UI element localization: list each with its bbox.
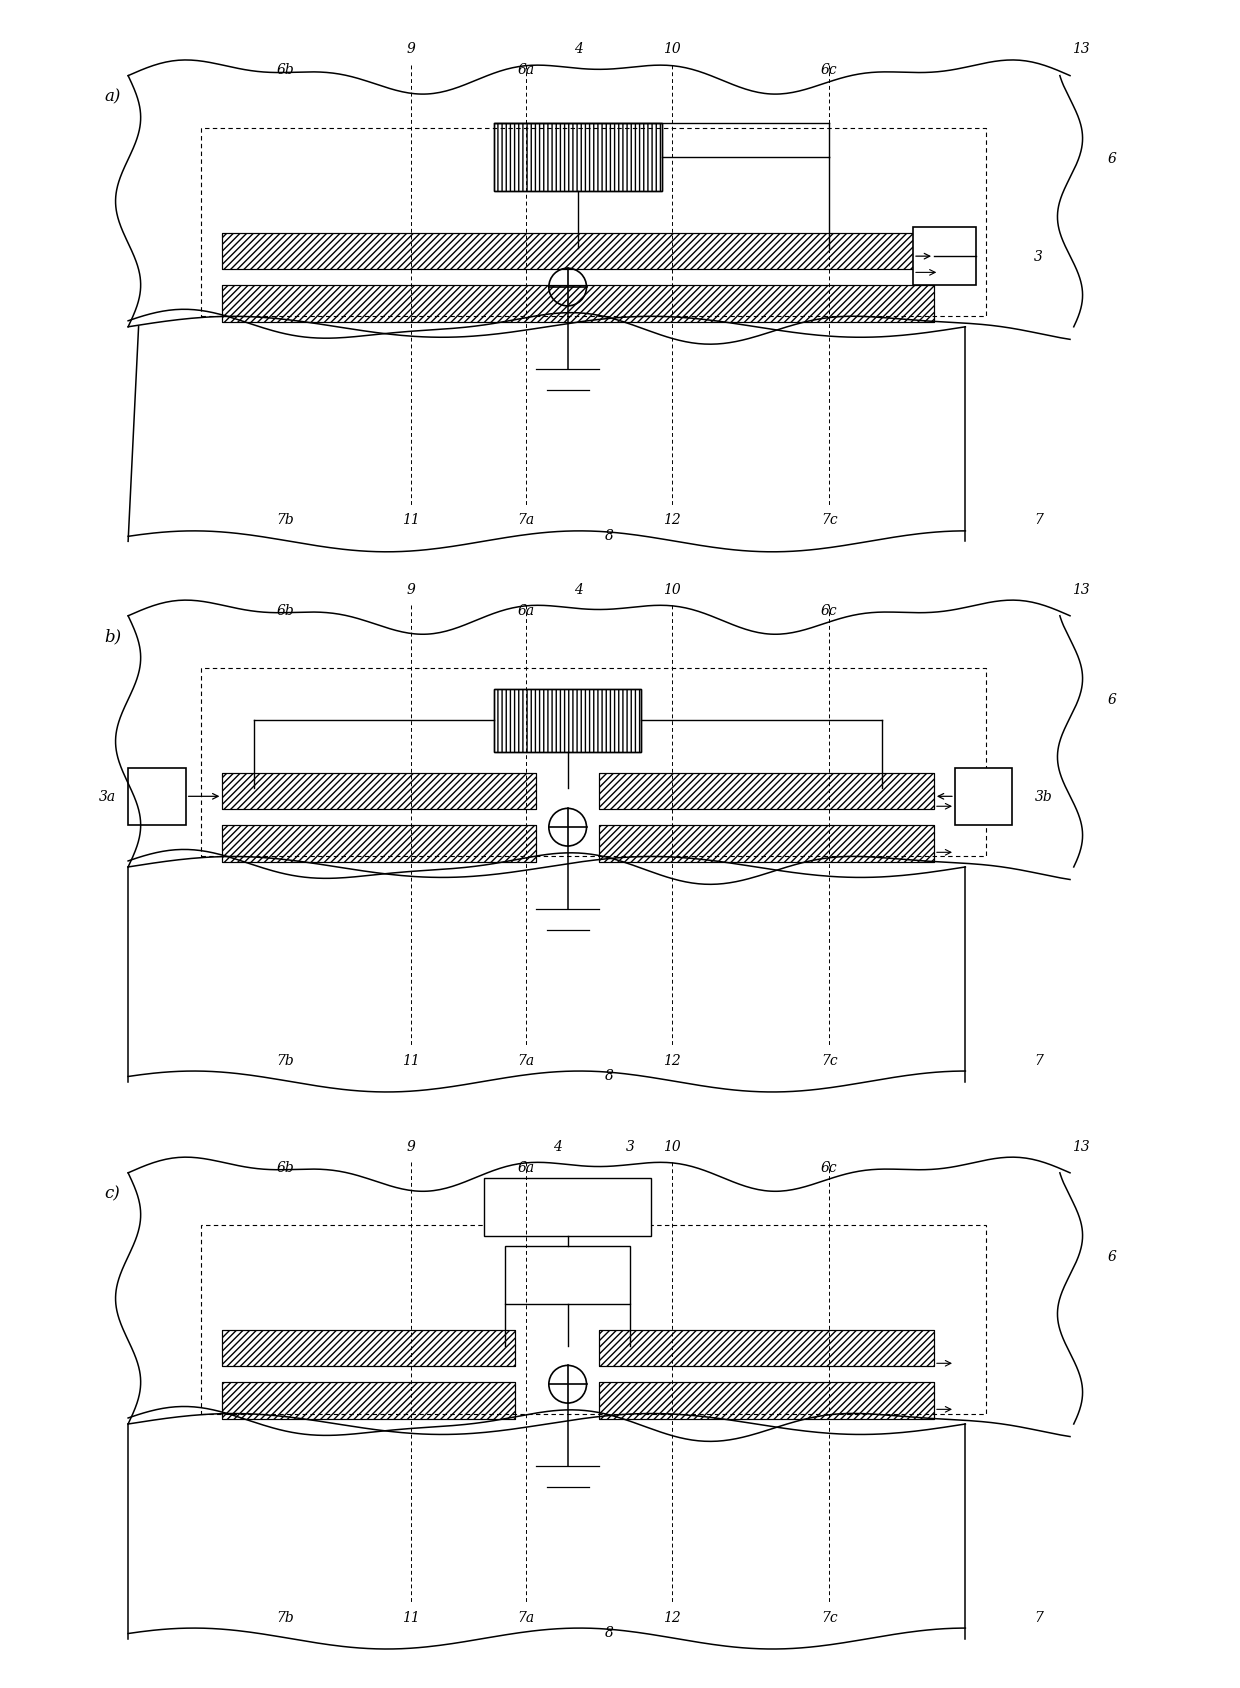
Bar [222, 1382, 516, 1418]
Bar [599, 1382, 934, 1418]
Text: 9: 9 [407, 1139, 415, 1153]
Text: 8: 8 [605, 528, 614, 544]
Text: 10: 10 [663, 582, 681, 596]
Text: c): c) [104, 1185, 120, 1202]
Text: 9: 9 [407, 582, 415, 596]
Text: 13: 13 [1071, 42, 1090, 56]
Text: 6c: 6c [821, 604, 838, 618]
Text: 6b: 6b [277, 1161, 294, 1175]
Text: 7b: 7b [277, 1610, 294, 1624]
Bar [599, 1330, 934, 1367]
Text: 7c: 7c [821, 1610, 838, 1624]
Text: 6: 6 [1107, 152, 1116, 167]
Text: 6c: 6c [821, 1161, 838, 1175]
Bar [505, 1246, 630, 1303]
Text: 13: 13 [1071, 1139, 1090, 1153]
Text: 12: 12 [663, 1610, 681, 1624]
Text: 4: 4 [574, 582, 583, 596]
Text: 11: 11 [402, 1610, 419, 1624]
Text: 8: 8 [605, 1626, 614, 1641]
Text: 6b: 6b [277, 64, 294, 78]
Text: 6c: 6c [821, 64, 838, 78]
Text: 6b: 6b [277, 604, 294, 618]
Bar [599, 773, 934, 809]
Text: 7b: 7b [277, 513, 294, 527]
Text: a): a) [104, 88, 120, 105]
Bar [222, 285, 934, 321]
Bar [495, 123, 662, 191]
Bar [495, 123, 662, 191]
Text: 6a: 6a [517, 64, 534, 78]
Text: 13: 13 [1071, 582, 1090, 596]
Text: 4: 4 [553, 1139, 562, 1153]
Bar [955, 768, 1013, 825]
Text: 3: 3 [1034, 250, 1043, 263]
Text: 11: 11 [402, 513, 419, 527]
Bar [599, 1330, 934, 1367]
Bar [222, 1330, 516, 1367]
Bar [222, 285, 934, 321]
Text: 7: 7 [1034, 1610, 1043, 1624]
Bar [599, 825, 934, 861]
Text: 7: 7 [1034, 513, 1043, 527]
Text: 6: 6 [1107, 692, 1116, 707]
Text: 3a: 3a [99, 790, 115, 803]
Bar [201, 1225, 986, 1413]
Bar [599, 1382, 934, 1418]
Text: 7c: 7c [821, 1053, 838, 1067]
Text: 6: 6 [1107, 1249, 1116, 1264]
Text: 9: 9 [407, 42, 415, 56]
Text: 6a: 6a [517, 1161, 534, 1175]
Text: 7a: 7a [517, 1053, 534, 1067]
Bar [599, 773, 934, 809]
Bar [222, 825, 536, 861]
Bar [495, 689, 641, 751]
Text: 12: 12 [663, 513, 681, 527]
Bar [222, 1382, 516, 1418]
Text: 11: 11 [402, 1053, 419, 1067]
Bar [222, 825, 536, 861]
Text: 10: 10 [663, 42, 681, 56]
Text: 7b: 7b [277, 1053, 294, 1067]
Bar [495, 689, 641, 751]
Text: 8: 8 [605, 1069, 614, 1084]
Bar [222, 773, 536, 809]
Text: 7a: 7a [517, 1610, 534, 1624]
Bar [222, 773, 536, 809]
Text: 7: 7 [1034, 1053, 1043, 1067]
Text: 10: 10 [663, 1139, 681, 1153]
Bar [201, 668, 986, 856]
Text: 3b: 3b [1035, 790, 1053, 803]
Bar [484, 1178, 651, 1236]
Text: 6a: 6a [517, 604, 534, 618]
Bar [201, 128, 986, 316]
Bar [128, 768, 186, 825]
Text: 7a: 7a [517, 513, 534, 527]
Text: 12: 12 [663, 1053, 681, 1067]
Text: b): b) [104, 628, 122, 645]
Bar [913, 228, 976, 285]
Bar [222, 233, 934, 268]
Bar [222, 233, 934, 268]
Text: 4: 4 [574, 42, 583, 56]
Text: 7c: 7c [821, 513, 838, 527]
Bar [222, 1330, 516, 1367]
Text: 3: 3 [626, 1139, 635, 1153]
Bar [599, 825, 934, 861]
